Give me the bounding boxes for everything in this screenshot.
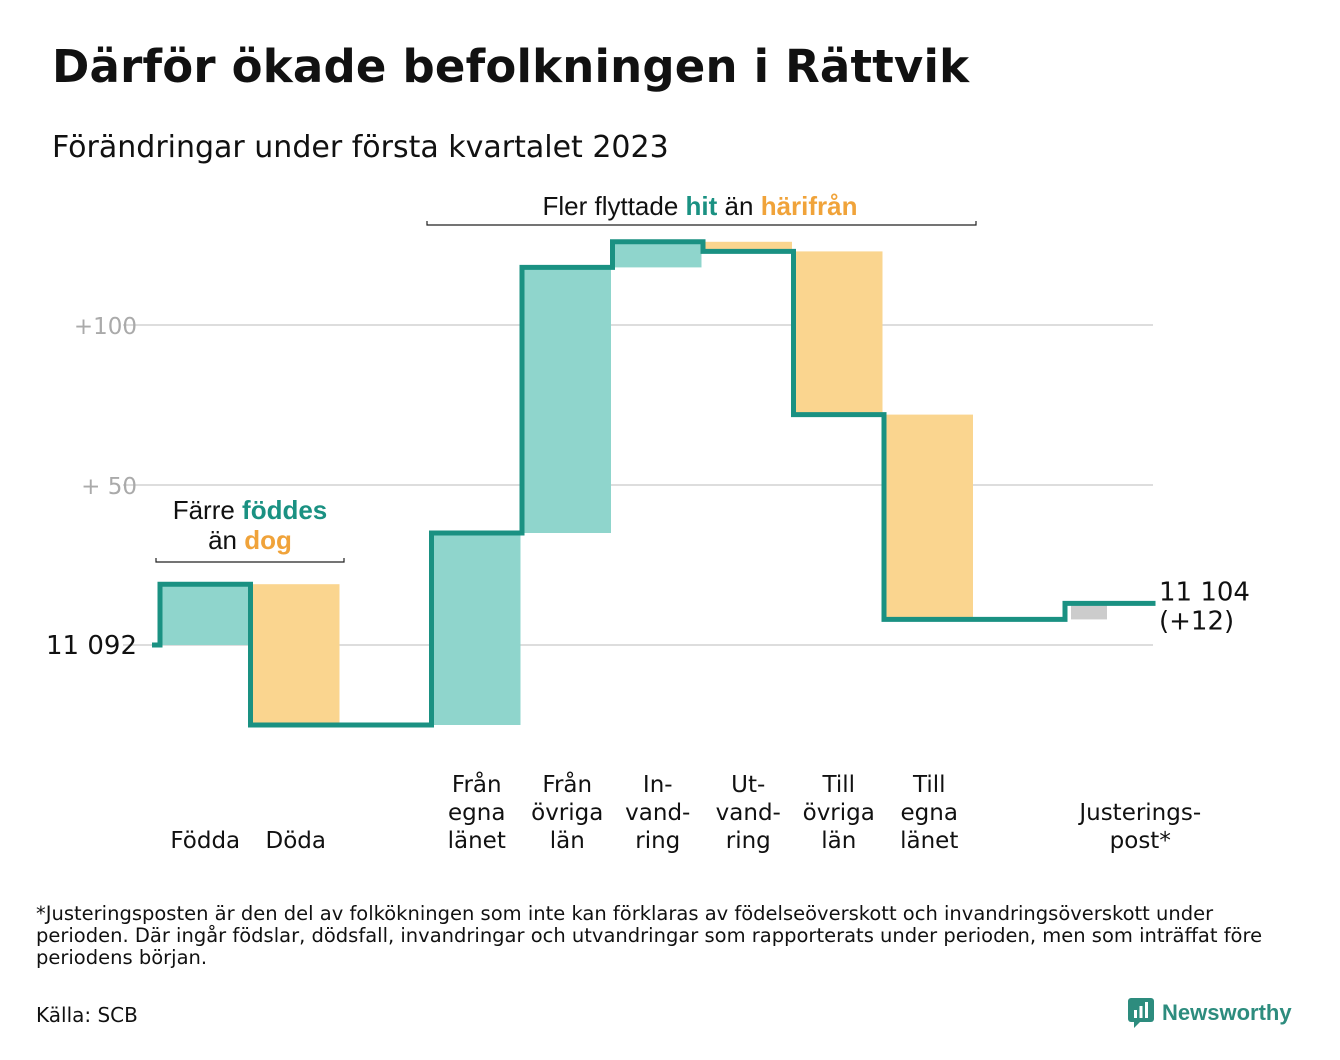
y-tick-label: + 50 xyxy=(81,474,137,500)
category-label: Födda xyxy=(170,828,240,854)
footnote: *Justeringsposten är den del av folkökni… xyxy=(36,902,1263,969)
annotation-bracket xyxy=(155,558,345,563)
category-label: vand- xyxy=(625,800,690,826)
newsworthy-logo: Newsworthy xyxy=(1128,998,1292,1028)
category-label: egna xyxy=(448,800,505,826)
category-label: Ut- xyxy=(731,772,765,798)
annotation-bracket xyxy=(426,221,977,226)
category-label: post* xyxy=(1110,828,1171,854)
category-label: Justerings- xyxy=(1077,800,1201,826)
category-label: län xyxy=(821,828,856,854)
brand-name: Newsworthy xyxy=(1162,1000,1292,1025)
category-label: egna xyxy=(901,800,958,826)
category-label: länet xyxy=(900,828,958,854)
annotation-segment: Fler flyttade xyxy=(542,191,685,221)
step-line-layer xyxy=(152,239,1156,728)
bars-layer xyxy=(160,241,1107,725)
category-label: In- xyxy=(643,772,673,798)
annotation-segment: dog xyxy=(244,525,292,555)
category-label: Till xyxy=(821,772,855,798)
waterfall-bar xyxy=(522,267,611,533)
waterfall-bar xyxy=(793,251,883,415)
waterfall-bar xyxy=(612,241,702,268)
label-layer: Födda DödaFrånegnalänetFrånövrigalänIn-va… xyxy=(170,577,1250,854)
chart-subtitle: Förändringar under första kvartalet 2023 xyxy=(52,130,669,165)
category-label: Döda xyxy=(266,828,326,854)
y-tick-label: +100 xyxy=(74,314,137,340)
waterfall-bar xyxy=(431,533,521,725)
annotation-segment: hit xyxy=(686,191,718,221)
cumulative-step-line xyxy=(152,239,1156,728)
category-label: Från xyxy=(542,770,592,798)
category-label: län xyxy=(550,828,585,854)
category-label: ring xyxy=(635,828,680,854)
category-label: Till xyxy=(912,772,946,798)
annotation-text: Fler flyttade hit än härifrån xyxy=(542,191,857,221)
category-label: övriga xyxy=(803,800,875,826)
annotation-segment: Färre xyxy=(173,495,242,525)
category-label: övriga xyxy=(531,800,603,826)
waterfall-bar xyxy=(250,584,340,725)
category-label: vand- xyxy=(716,800,781,826)
category-label: ring xyxy=(726,828,771,854)
category-label: länet xyxy=(448,828,506,854)
annotation-segment: än xyxy=(208,525,244,555)
waterfall-bar xyxy=(884,414,973,620)
annotation-segment: föddes xyxy=(242,495,327,525)
chart-title: Därför ökade befolkningen i Rättvik xyxy=(52,40,970,93)
waterfall-bar xyxy=(1071,603,1107,620)
source-label: Källa: SCB xyxy=(36,1003,138,1027)
end-value-label: 11 104 xyxy=(1159,577,1250,607)
annotation-segment: än xyxy=(717,191,760,221)
annotation-text: än dog xyxy=(208,525,292,555)
annotation-text: Färre föddes xyxy=(173,495,328,525)
end-change-label: (+12) xyxy=(1159,606,1234,636)
annotation-segment: härifrån xyxy=(761,191,858,221)
waterfall-bar xyxy=(160,584,249,645)
newsworthy-chart-icon xyxy=(1128,998,1154,1028)
start-value-label: 11 092 xyxy=(46,631,137,661)
waterfall-bar xyxy=(703,241,792,252)
category-label: Från xyxy=(452,770,502,798)
